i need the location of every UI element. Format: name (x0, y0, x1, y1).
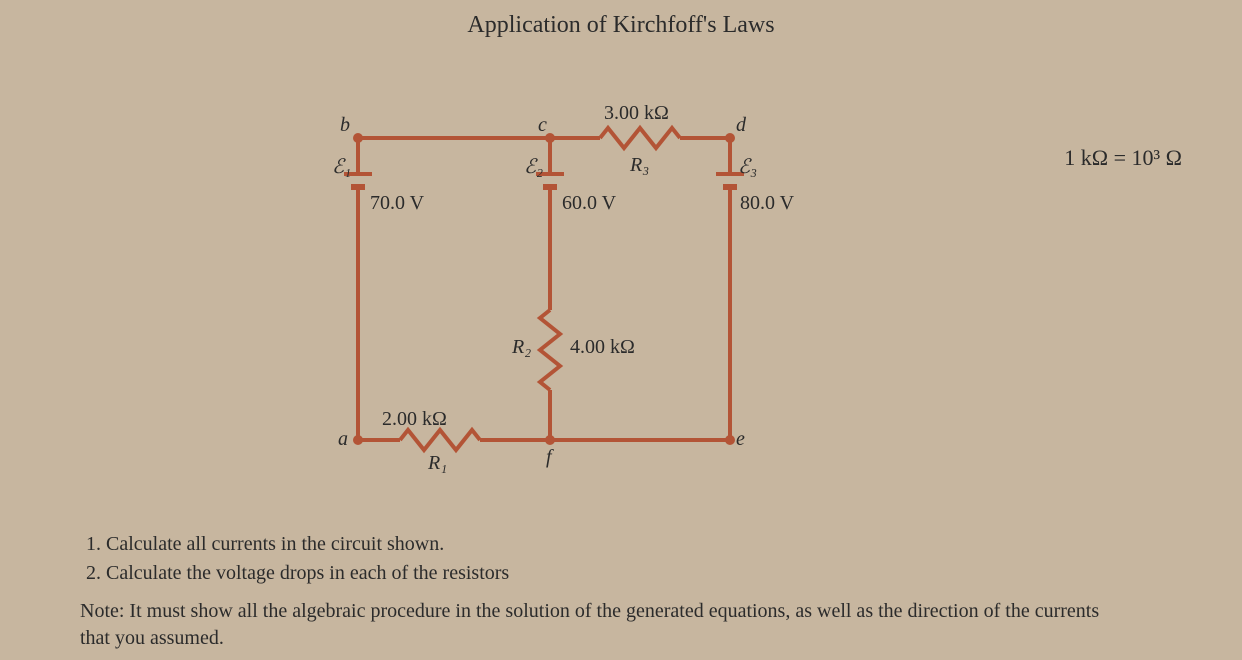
wire-r2-f (548, 390, 552, 440)
battery-e1-value: 70.0 V (370, 192, 424, 215)
wire-d-e3 (728, 138, 732, 172)
node-f-dot (545, 435, 555, 445)
battery-e2-value: 60.0 V (562, 192, 616, 215)
resistor-r3-value: 3.00 kΩ (604, 102, 669, 125)
note-text: Note: It must show all the algebraic pro… (80, 598, 1130, 652)
node-a-label: a (338, 428, 348, 451)
wire-r3-d (680, 136, 730, 140)
questions-block: Calculate all currents in the circuit sh… (80, 530, 509, 596)
node-b-dot (353, 133, 363, 143)
node-e-dot (725, 435, 735, 445)
node-e-label: e (736, 428, 745, 451)
question-1: Calculate all currents in the circuit sh… (106, 530, 509, 559)
resistor-r2-value: 4.00 kΩ (570, 336, 635, 359)
wire-b-e1 (356, 138, 360, 172)
node-d-label: d (736, 114, 746, 137)
node-f-label: f (546, 446, 552, 469)
node-b-label: b (340, 114, 350, 137)
wire-e2-r2 (548, 190, 552, 310)
battery-e3-name: ℰ₃ (738, 154, 757, 179)
resistor-r1-value: 2.00 kΩ (382, 408, 447, 431)
node-c-label: c (538, 114, 547, 137)
page-title: Application of Kirchfoff's Laws (0, 12, 1242, 39)
question-2: Calculate the voltage drops in each of t… (106, 559, 509, 588)
wire-c-e2 (548, 138, 552, 172)
wire-r1-f (480, 438, 550, 442)
wire-e3-e (728, 190, 732, 440)
circuit-diagram: b c d a f e ℰ₁ 70.0 V ℰ₂ 60.0 V ℰ₃ 80.0 … (340, 120, 790, 480)
wire-c-r3 (550, 136, 600, 140)
battery-e3-value: 80.0 V (740, 192, 794, 215)
wire-fe (550, 438, 730, 442)
node-d-dot (725, 133, 735, 143)
unit-note: 1 kΩ = 10³ Ω (1064, 145, 1182, 171)
wire-bc (358, 136, 550, 140)
battery-e2-name: ℰ₂ (524, 154, 543, 179)
node-a-dot (353, 435, 363, 445)
resistor-r1-name: R₁ (428, 452, 447, 475)
wire-e1-a (356, 190, 360, 440)
resistor-r2-name: R₂ (512, 336, 531, 359)
wire-a-r1 (358, 438, 400, 442)
battery-e1-name: ℰ₁ (332, 154, 351, 179)
resistor-r3-name: R₃ (630, 154, 649, 177)
